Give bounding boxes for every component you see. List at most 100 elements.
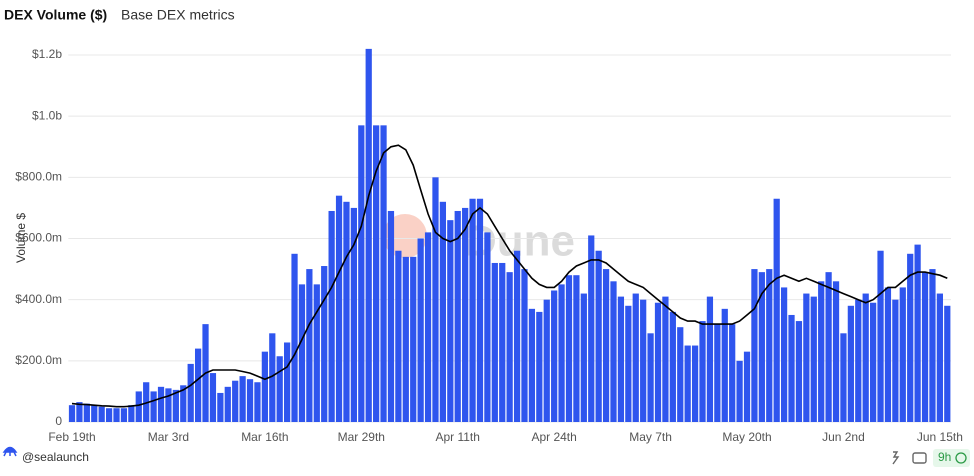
x-tick-label: Jun 2nd (822, 430, 865, 444)
bar (128, 405, 135, 422)
bar (209, 373, 217, 422)
x-tick-label: Mar 3rd (148, 430, 189, 444)
bar (239, 376, 246, 422)
y-tick-label: $1.0b (32, 108, 62, 122)
bar (284, 342, 291, 422)
bar (76, 402, 83, 422)
bar (113, 408, 120, 422)
bar (261, 351, 268, 422)
author-icon (2, 446, 18, 457)
bar (321, 266, 328, 422)
bar (788, 314, 795, 422)
bar (462, 207, 469, 422)
bar (417, 238, 424, 422)
bar (98, 406, 105, 422)
bar (832, 281, 840, 422)
bar (165, 388, 172, 422)
bar (773, 198, 780, 422)
bar (751, 269, 758, 422)
x-tick-label: Mar 16th (241, 430, 288, 444)
bar (432, 177, 439, 422)
bar (558, 284, 565, 422)
bar (232, 380, 239, 422)
x-tick-label: Apr 24th (531, 430, 576, 444)
bar (855, 299, 862, 422)
plot-area: 0 $200.0m $400.0m $600.0m $800.0m $1.0b $1.2b F… (15, 47, 963, 444)
bar (936, 293, 943, 422)
y-tick-label: $1.2b (32, 47, 62, 61)
author[interactable]: @sealaunch (22, 450, 89, 464)
chart-subtitle: Base DEX metrics (121, 7, 235, 23)
bar (580, 293, 587, 422)
bar (91, 405, 98, 422)
bar (513, 250, 521, 422)
bar (350, 207, 357, 422)
bar (677, 327, 684, 422)
bar (528, 308, 536, 422)
bar (795, 321, 803, 422)
link-icon[interactable] (892, 451, 900, 465)
bar (410, 256, 417, 422)
x-tick-label: May 7th (629, 430, 672, 444)
bar (291, 253, 298, 422)
bar (335, 195, 343, 422)
bar (625, 305, 632, 422)
bar (150, 391, 157, 422)
bar (610, 281, 617, 422)
bar (328, 210, 335, 422)
bar (447, 220, 454, 422)
bar (373, 125, 380, 422)
y-tick-label: $200.0m (15, 353, 62, 367)
x-tick-label: Apr 11th (435, 430, 479, 444)
bar (180, 385, 187, 422)
bar (476, 198, 484, 422)
bar (840, 333, 847, 422)
bar (469, 198, 476, 422)
bar (766, 269, 773, 422)
x-tick-label: Feb 19th (48, 430, 95, 444)
bar (669, 311, 676, 422)
bar (662, 296, 669, 422)
bar (892, 299, 899, 422)
y-tick-label: 0 (55, 414, 62, 428)
bar (803, 293, 810, 422)
bar (157, 386, 165, 422)
camera-icon[interactable] (912, 452, 927, 464)
bar (506, 272, 513, 422)
y-tick-label: $400.0m (15, 292, 62, 306)
bar (877, 250, 884, 422)
bar (617, 296, 625, 422)
bar (424, 232, 432, 422)
bar (721, 308, 728, 422)
bar (298, 284, 306, 422)
bar (143, 382, 150, 422)
bar (187, 363, 194, 422)
bar (780, 287, 788, 422)
bar (595, 250, 602, 422)
bar (869, 302, 877, 422)
bar (632, 293, 639, 422)
bar (743, 351, 751, 422)
bar (172, 389, 179, 422)
bar (573, 275, 580, 422)
bar (306, 269, 313, 422)
bar (365, 48, 372, 423)
bar (914, 244, 921, 422)
x-tick-label: Jun 15th (917, 430, 963, 444)
bar (269, 333, 276, 422)
bar (313, 284, 320, 422)
bar (120, 408, 128, 422)
bar (565, 275, 573, 422)
bar (387, 210, 395, 422)
bar (825, 272, 832, 422)
y-axis-label: Volume $ (14, 213, 28, 263)
bar (454, 210, 461, 422)
bar (380, 125, 387, 422)
x-tick-label: Mar 29th (338, 430, 385, 444)
bar (810, 296, 817, 422)
bar (402, 256, 409, 422)
bar (491, 262, 498, 422)
bar (536, 311, 543, 422)
bar (588, 235, 595, 422)
bar (654, 302, 662, 422)
